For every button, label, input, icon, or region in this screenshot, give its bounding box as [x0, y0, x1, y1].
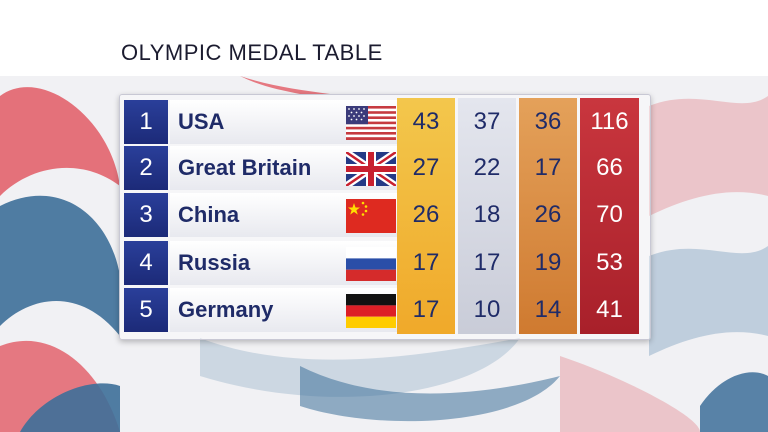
gold-count: 26	[412, 201, 440, 228]
silver-column	[458, 98, 516, 334]
header-bar: OLYMPIC MEDAL TABLE	[0, 0, 768, 76]
rank-cell: 2	[124, 146, 168, 190]
rank-cell: 1	[124, 100, 168, 144]
total-column	[580, 98, 639, 334]
country-name: China	[178, 202, 240, 227]
total-count: 66	[596, 154, 623, 181]
country-name: Russia	[178, 250, 251, 275]
total-count: 41	[596, 296, 623, 323]
russia-flag-icon	[346, 247, 396, 281]
country-name: USA	[178, 109, 225, 134]
rank-cell: 4	[124, 241, 168, 285]
table-row: 5 Germany 17 10 14 41	[124, 288, 639, 332]
rank-cell: 3	[124, 193, 168, 237]
country-name: Germany	[178, 297, 274, 322]
china-flag-icon	[346, 199, 396, 233]
total-count: 116	[590, 108, 629, 135]
silver-count: 22	[473, 154, 501, 181]
total-count: 53	[596, 249, 623, 276]
bronze-count: 14	[534, 296, 562, 323]
bronze-column	[519, 98, 577, 334]
silver-count: 18	[473, 201, 501, 228]
bronze-count: 17	[534, 154, 562, 181]
silver-count: 10	[473, 296, 501, 323]
page-title: OLYMPIC MEDAL TABLE	[121, 40, 383, 65]
gold-count: 43	[412, 108, 440, 135]
germany-flag-icon	[346, 294, 396, 328]
silver-count: 17	[473, 249, 501, 276]
gold-count: 17	[412, 249, 440, 276]
total-count: 70	[596, 201, 623, 228]
gold-count: 27	[412, 154, 440, 181]
usa-flag-icon	[346, 106, 396, 140]
gold-count: 17	[412, 296, 440, 323]
gold-column	[397, 98, 455, 334]
table-row: 3 China 26 18 26 70	[124, 193, 639, 237]
table-row: 1 USA 43 37 36 116	[124, 100, 639, 144]
table-row: 2 Great Britain 27 22 17 66	[124, 146, 639, 190]
table-row: 4 Russia 17 17 19 53	[124, 241, 639, 285]
silver-count: 37	[473, 108, 501, 135]
great-britain-flag-icon	[346, 152, 396, 186]
decorative-swirl-background	[0, 76, 768, 432]
bronze-count: 26	[534, 201, 562, 228]
rank-cell: 5	[124, 288, 168, 332]
bronze-count: 19	[534, 249, 562, 276]
country-name: Great Britain	[178, 155, 312, 180]
bronze-count: 36	[534, 108, 562, 135]
